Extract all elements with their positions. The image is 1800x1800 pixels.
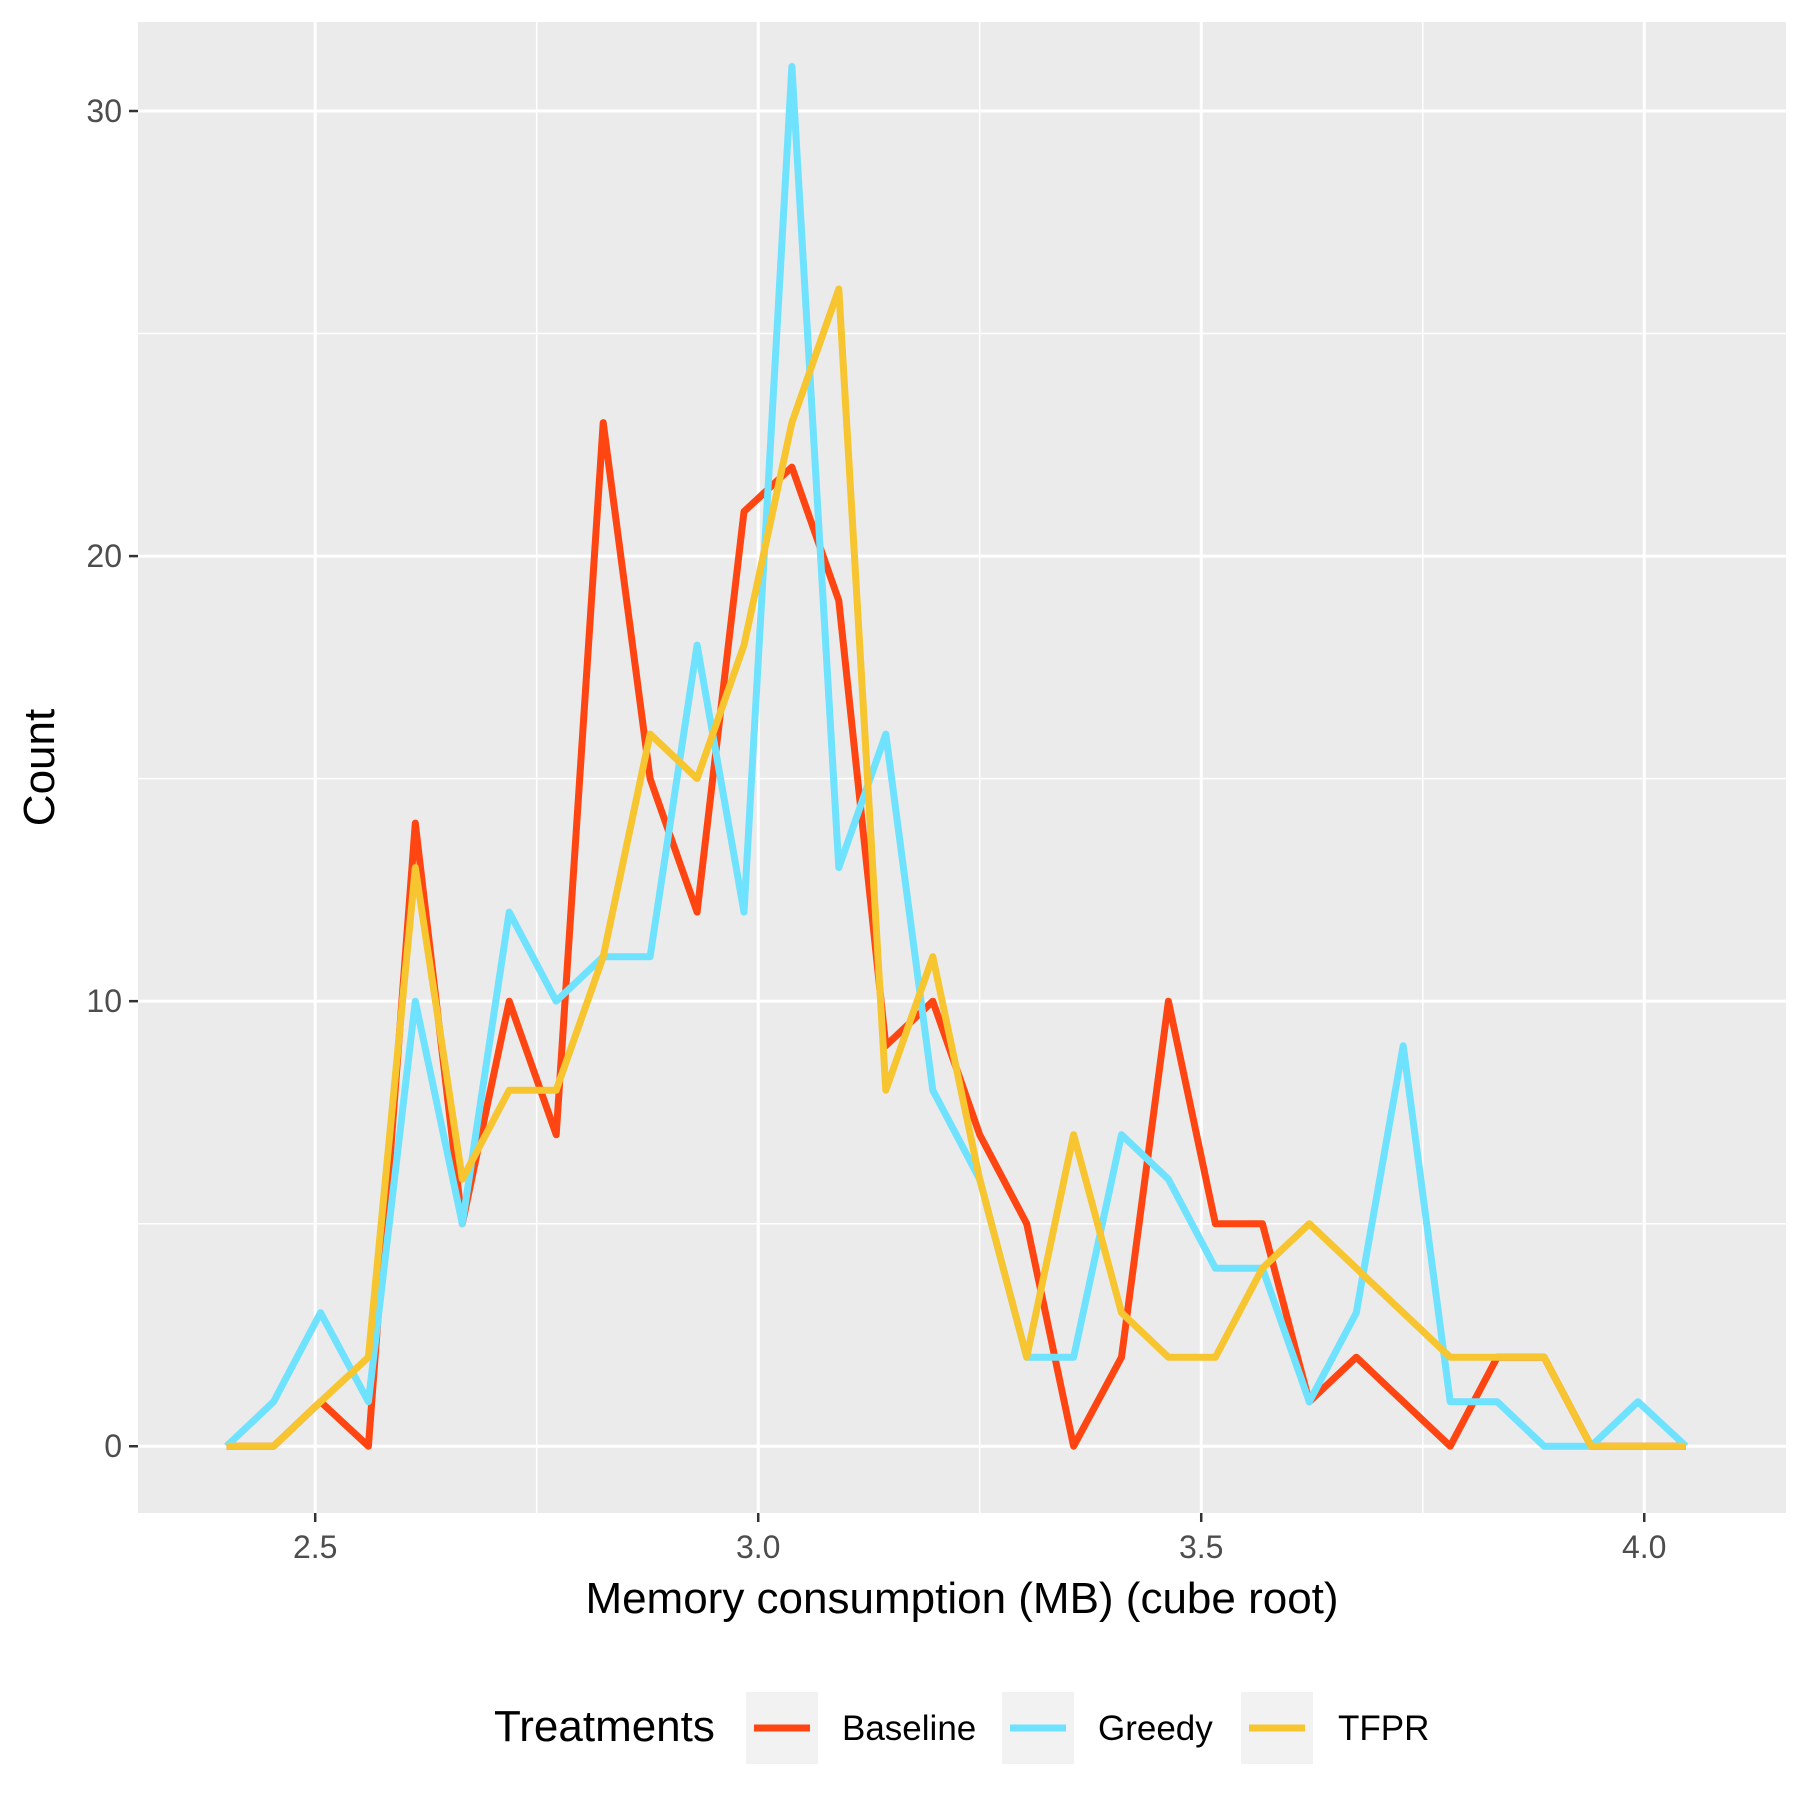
plot-panel bbox=[138, 22, 1786, 1513]
legend-title: Treatments bbox=[494, 1702, 715, 1751]
x-axis-title: Memory consumption (MB) (cube root) bbox=[585, 1574, 1338, 1623]
series-line-tfpr bbox=[226, 285, 1686, 1450]
x-tick-label: 3.5 bbox=[1179, 1529, 1223, 1565]
y-axis-title: Count bbox=[15, 709, 64, 826]
y-tick-label: 30 bbox=[86, 93, 122, 129]
legend: Treatments Baseline Greedy TFPR bbox=[494, 1692, 1429, 1764]
x-tick-label: 2.5 bbox=[293, 1529, 337, 1565]
x-tick-label: 3.0 bbox=[736, 1529, 780, 1565]
y-axis: 0 10 20 30 bbox=[86, 93, 138, 1464]
y-tick-label: 10 bbox=[86, 983, 122, 1019]
series-lines bbox=[224, 63, 1689, 1450]
legend-label-greedy: Greedy bbox=[1098, 1709, 1213, 1748]
legend-label-tfpr: TFPR bbox=[1338, 1709, 1429, 1748]
y-tick-label: 20 bbox=[86, 538, 122, 574]
legend-label-baseline: Baseline bbox=[842, 1709, 976, 1748]
minor-grid bbox=[138, 22, 1786, 1513]
x-axis: 2.5 3.0 3.5 4.0 bbox=[293, 1513, 1666, 1565]
legend-items: Baseline Greedy TFPR bbox=[746, 1692, 1429, 1764]
x-tick-label: 4.0 bbox=[1622, 1529, 1666, 1565]
y-tick-label: 0 bbox=[104, 1428, 122, 1464]
